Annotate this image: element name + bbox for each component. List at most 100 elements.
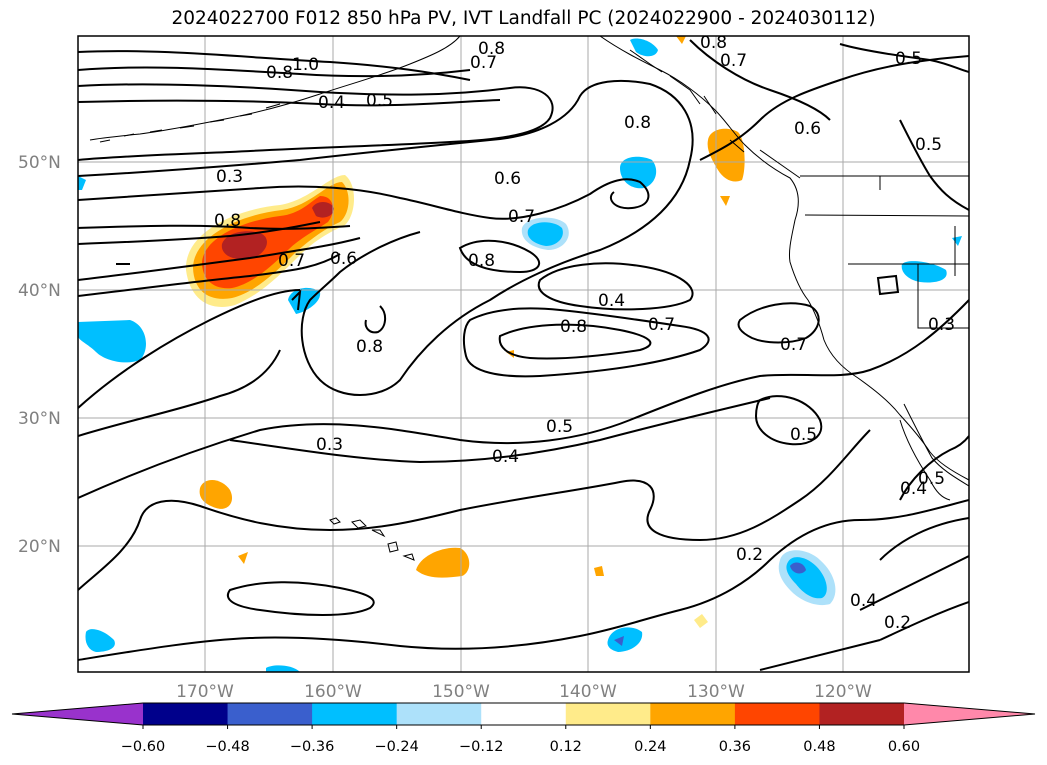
- contour-label: 0.8: [700, 33, 727, 53]
- pv-contours: [78, 39, 969, 671]
- negative-anomaly-region: [78, 320, 146, 363]
- contour-label: 0.8: [266, 63, 293, 83]
- contour-label: 0.7: [278, 251, 305, 271]
- colorbar-tick-label: 0.24: [634, 739, 666, 755]
- positive-anomaly-region: [199, 479, 233, 509]
- lon-tick-label: 160°W: [304, 682, 362, 702]
- colorbar-segment: [565, 703, 651, 725]
- contour-line: [78, 79, 694, 396]
- contour-line: [364, 305, 386, 334]
- contour-line: [78, 66, 471, 78]
- colorbar-tick-label: −0.12: [459, 739, 503, 755]
- negative-anomaly-region: [630, 38, 658, 57]
- contour-label: 0.3: [216, 167, 243, 187]
- lon-tick-label: 130°W: [687, 682, 745, 702]
- contour-label: 0.8: [356, 337, 383, 357]
- contour-line: [78, 178, 650, 220]
- positive-anomaly-region: [312, 202, 334, 218]
- contour-label: 0.5: [546, 417, 573, 437]
- contour-line: [78, 50, 471, 81]
- contour-label: 0.8: [560, 317, 587, 337]
- negative-anomaly-region: [266, 665, 300, 672]
- negative-anomaly-region: [790, 562, 806, 574]
- negative-anomaly-region: [620, 156, 657, 189]
- negative-anomaly-region: [952, 236, 962, 246]
- graticule: [78, 36, 969, 672]
- positive-anomaly-region: [594, 566, 604, 576]
- contour-line: [876, 274, 900, 296]
- contour-line: [899, 435, 969, 501]
- contour-line: [78, 221, 321, 245]
- contour-line: [291, 289, 302, 311]
- contour-label: 0.2: [884, 613, 911, 633]
- colorbar-segments: [12, 703, 1035, 725]
- colorbar-segment: [650, 703, 736, 725]
- contour-line: [754, 395, 823, 446]
- map-title: 2024022700 F012 850 hPa PV, IVT Landfall…: [171, 8, 876, 29]
- contour-label: 0.4: [598, 291, 625, 311]
- contour-label: 0.4: [492, 447, 519, 467]
- contour-label: 0.5: [366, 91, 393, 111]
- contour-line: [78, 289, 301, 409]
- contour-label: 0.3: [316, 435, 343, 455]
- colorbar-tick-label: 0.36: [719, 739, 751, 755]
- contour-line: [737, 302, 820, 344]
- contour-label: 0.7: [648, 315, 675, 335]
- colorbar-segment: [734, 703, 820, 725]
- contour-line: [759, 639, 881, 671]
- aleutian-islands: [99, 103, 281, 143]
- contour-label: 0.8: [478, 39, 505, 59]
- colorbar-segment: [143, 703, 229, 725]
- colorbar-tick-label: −0.48: [205, 739, 249, 755]
- lon-tick-label: 140°W: [559, 682, 617, 702]
- contour-line: [537, 262, 694, 311]
- contour-line: [78, 224, 351, 230]
- lon-tick-label: 170°W: [176, 682, 234, 702]
- colorbar-segment: [396, 703, 482, 725]
- lat-tick-label: 40°N: [18, 281, 61, 301]
- contour-line: [78, 429, 871, 591]
- contour-label: 0.5: [790, 425, 817, 445]
- contour-line: [78, 237, 361, 281]
- contour-label: 0.6: [494, 169, 521, 189]
- shading-layer: [78, 36, 962, 672]
- colorbar-segment: [819, 703, 905, 725]
- positive-anomaly-region: [694, 614, 708, 628]
- colorbar-extend-high: [904, 703, 1035, 725]
- contour-line: [899, 119, 969, 211]
- negative-anomaly-region: [85, 629, 115, 652]
- contour-line: [462, 307, 710, 378]
- us-canada-border: [800, 175, 969, 329]
- negative-anomaly-region: [78, 176, 86, 190]
- positive-anomaly-region: [676, 36, 686, 44]
- contour-label: 0.8: [468, 251, 495, 271]
- contour-label: 0.7: [780, 335, 807, 355]
- contour-line: [458, 239, 541, 274]
- lon-tick-label: 120°W: [814, 682, 872, 702]
- negative-anomaly-region: [607, 627, 643, 652]
- coastlines: [89, 36, 969, 561]
- contour-line: [498, 323, 652, 360]
- contour-label: 0.7: [720, 51, 747, 71]
- contour-line: [78, 253, 341, 297]
- contour-line: [78, 99, 501, 107]
- contour-label: 0.6: [794, 119, 821, 139]
- lat-tick-label: 30°N: [18, 409, 61, 429]
- contour-line: [78, 83, 554, 161]
- contour-label: 0.8: [214, 211, 241, 231]
- contour-label-layer: 1.0 0.8 0.8 0.7 0.8 0.7 0.5 0.5 0.4 0.5 …: [214, 33, 955, 633]
- colorbar-segment: [312, 703, 398, 725]
- baja-california: [899, 403, 969, 501]
- contour-label: 0.7: [470, 53, 497, 73]
- colorbar-segment: [481, 703, 567, 725]
- colorbar-ticks: −0.60 −0.48 −0.36 −0.24 −0.12 0.12 0.24 0.36 0.4…: [121, 725, 920, 755]
- positive-anomaly-region: [221, 231, 267, 260]
- contour-label: 0.3: [928, 315, 955, 335]
- contour-label: 0.4: [318, 93, 345, 113]
- contour-label: 0.5: [918, 469, 945, 489]
- contour-line: [699, 55, 969, 161]
- colorbar: −0.60 −0.48 −0.36 −0.24 −0.12 0.12 0.24 0.36 0.4…: [11, 702, 1036, 755]
- contour-label: 0.8: [624, 113, 651, 133]
- contour-line: [226, 581, 375, 616]
- contour-line: [879, 601, 969, 641]
